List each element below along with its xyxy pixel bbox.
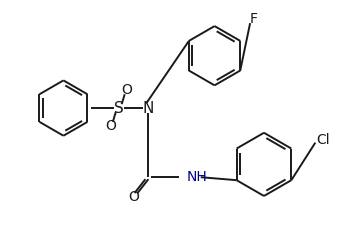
Text: N: N	[143, 101, 154, 116]
Text: S: S	[114, 101, 123, 116]
Text: NH: NH	[187, 170, 208, 184]
Text: O: O	[105, 119, 116, 133]
Text: Cl: Cl	[316, 133, 330, 147]
Text: F: F	[250, 12, 258, 26]
Text: O: O	[121, 83, 132, 97]
Text: O: O	[128, 190, 139, 204]
